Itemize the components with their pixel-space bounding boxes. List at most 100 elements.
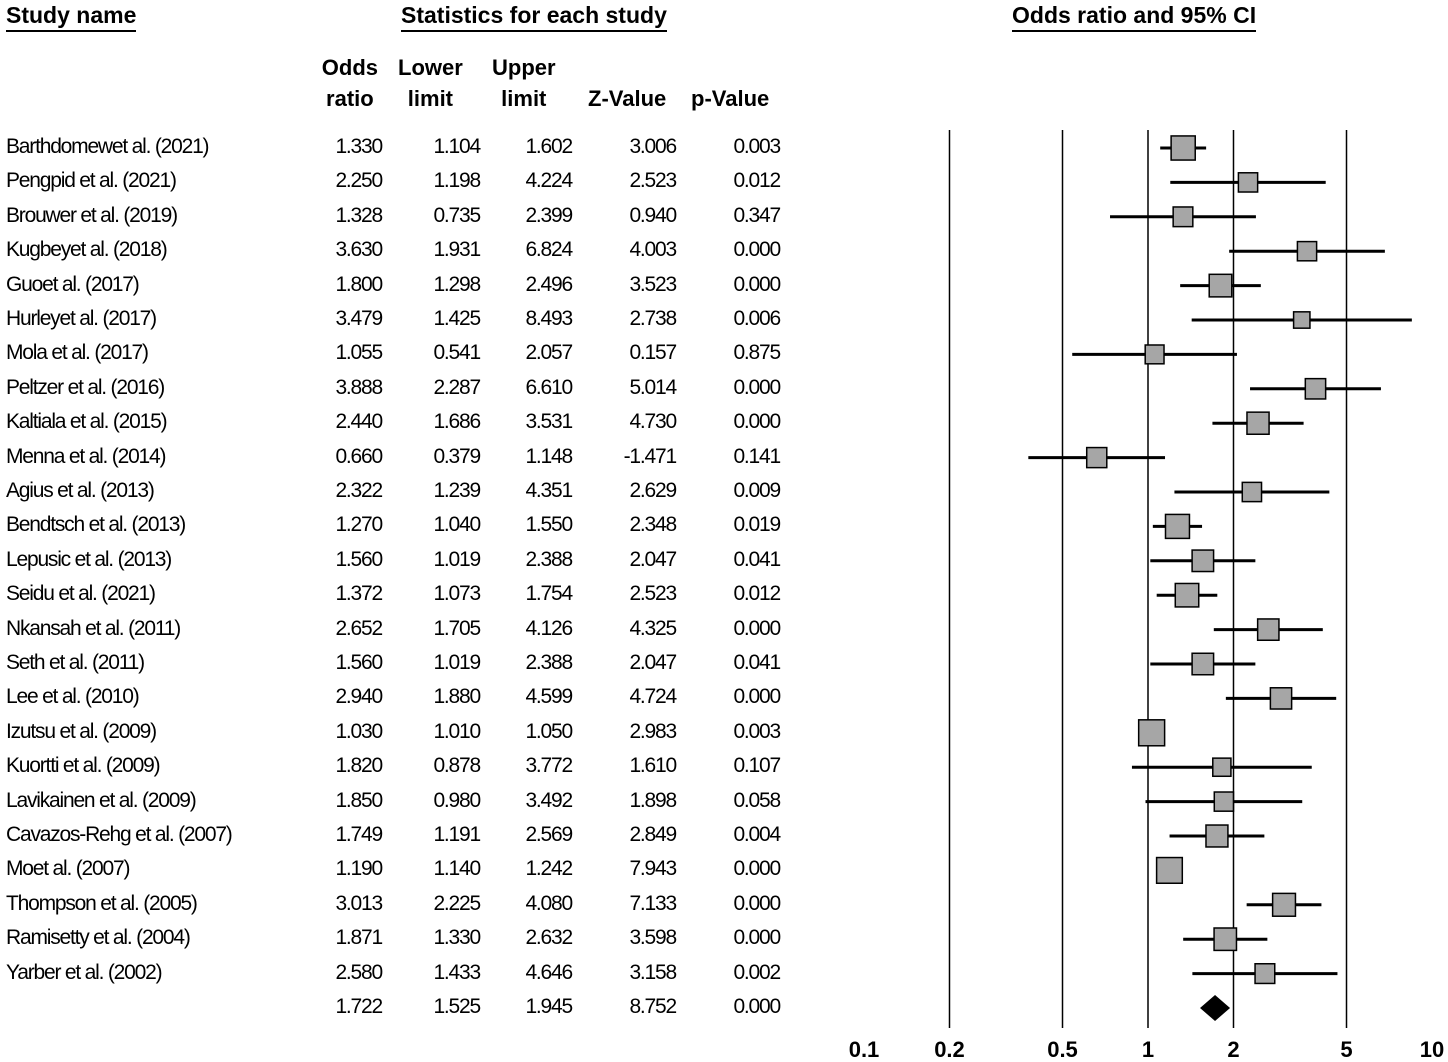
col-header-p-value: p-Value <box>691 86 770 111</box>
point-estimate-square <box>1213 791 1235 812</box>
table-row: Peltzer et al. (2016) 3.888 2.287 6.610 5.01… <box>0 372 800 406</box>
z-value-cell: 7.943 <box>629 857 677 881</box>
point-estimate-square <box>1237 172 1259 193</box>
table-row: Menna et al. (2014) 0.660 0.379 1.148 -1.471… <box>0 441 800 475</box>
p-value-cell: 0.000 <box>733 410 781 434</box>
odds-ratio-cell: 3.630 <box>335 238 383 262</box>
odds-ratio-cell: 1.820 <box>335 754 383 778</box>
upper-limit-cell: 4.599 <box>525 685 573 709</box>
odds-ratio-cell: 2.322 <box>335 479 383 502</box>
upper-limit-cell: 2.632 <box>525 926 573 950</box>
upper-limit-cell: 2.399 <box>525 203 573 227</box>
x-tick-label: 10 <box>1420 1037 1444 1062</box>
z-value-cell: 5.014 <box>629 375 677 399</box>
table-row: Moet al. (2007) 1.190 1.140 1.242 7.943 0.000 <box>0 853 800 887</box>
table-row: Cavazos-Rehg et al. (2007) 1.749 1.191 2.56… <box>0 819 800 853</box>
table-row: Kuortti et al. (2009) 1.820 0.878 3.772 1.61… <box>0 750 800 784</box>
lower-limit-cell: 1.019 <box>433 651 481 674</box>
study-name-cell: Yarber et al. (2002) <box>6 960 163 984</box>
study-name-cell: Izutsu et al. (2009) <box>6 719 157 743</box>
lower-limit-cell: 1.073 <box>433 582 481 606</box>
p-value-cell: 0.012 <box>733 169 781 193</box>
lower-limit-cell: 1.140 <box>433 857 481 881</box>
upper-limit-cell: 6.610 <box>525 375 573 399</box>
p-value-cell: 0.006 <box>733 307 781 330</box>
z-value-cell: 3.523 <box>629 272 677 296</box>
study-name-cell: Moet al. (2007) <box>6 857 130 881</box>
upper-limit-cell: 3.772 <box>525 754 573 778</box>
table-row: Ramisetty et al. (2004) 1.871 1.330 2.632 3.… <box>0 922 800 956</box>
p-value-cell: 0.000 <box>733 685 781 709</box>
table-row: Izutsu et al. (2009) 1.030 1.010 1.050 2.983… <box>0 716 800 750</box>
table-row: Yarber et al. (2002) 2.580 1.433 4.646 3.158… <box>0 957 800 991</box>
p-value-cell: 0.000 <box>733 857 781 881</box>
z-value-cell: 1.898 <box>629 788 677 812</box>
point-estimate-square <box>1172 206 1194 228</box>
lower-limit-cell: 1.880 <box>433 685 481 709</box>
point-estimate-square <box>1304 377 1327 400</box>
col-header-lower-limit: Lower limit <box>398 55 463 111</box>
upper-limit-cell: 3.531 <box>525 410 573 434</box>
study-name-cell: Guoet al. (2017) <box>6 272 140 296</box>
lower-limit-cell: 1.198 <box>433 169 481 193</box>
x-tick-label: 0.1 <box>849 1037 880 1062</box>
odds-ratio-cell: 1.722 <box>335 995 383 1018</box>
p-value-cell: 0.002 <box>733 960 781 984</box>
study-name-cell: Kugbeyet al. (2018) <box>6 238 168 262</box>
z-value-cell: 4.325 <box>629 616 677 640</box>
p-value-cell: 0.000 <box>733 926 781 950</box>
upper-limit-cell: 1.550 <box>525 513 573 537</box>
upper-limit-cell: 2.388 <box>525 651 573 674</box>
table-row: Kaltiala et al. (2015) 2.440 1.686 3.531 4.7… <box>0 406 800 440</box>
study-name-cell: Seth et al. (2011) <box>6 651 145 674</box>
lower-limit-cell: 1.525 <box>433 995 481 1018</box>
table-row: Lepusic et al. (2013) 1.560 1.019 2.388 2.04… <box>0 544 800 578</box>
x-tick-label: 0.2 <box>934 1037 965 1062</box>
odds-ratio-cell: 1.871 <box>335 926 383 950</box>
col-header-odds-ratio: Odds ratio <box>321 55 378 111</box>
z-value-cell: 2.849 <box>629 823 677 846</box>
lower-limit-cell: 1.298 <box>433 272 481 296</box>
lower-limit-cell: 1.040 <box>433 513 481 537</box>
z-value-cell: 2.523 <box>629 582 677 606</box>
study-name-cell: Barthdomewet al. (2021) <box>6 135 210 158</box>
study-name-cell: Mola et al. (2017) <box>6 341 149 365</box>
upper-limit-cell: 3.492 <box>525 788 573 812</box>
study-name-cell: Ramisetty et al. (2004) <box>6 926 191 950</box>
odds-ratio-cell: 1.749 <box>335 823 383 846</box>
table-row: Brouwer et al. (2019) 1.328 0.735 2.399 0.94… <box>0 200 800 234</box>
odds-ratio-ci-header: Odds ratio and 95% CI <box>1012 2 1257 32</box>
odds-ratio-cell: 1.190 <box>335 857 383 881</box>
p-value-cell: 0.003 <box>733 719 781 743</box>
z-value-cell: 2.523 <box>629 169 677 193</box>
lower-limit-cell: 1.239 <box>433 479 481 502</box>
upper-limit-cell: 2.057 <box>525 341 573 365</box>
study-name-cell: Peltzer et al. (2016) <box>6 375 165 399</box>
lower-limit-cell: 1.433 <box>433 960 481 984</box>
col-header-upper-limit: Upper limit <box>492 55 556 111</box>
z-value-cell: 2.738 <box>629 307 677 330</box>
lower-limit-cell: 1.019 <box>433 547 481 571</box>
p-value-cell: 0.000 <box>733 272 781 296</box>
odds-ratio-cell: 0.660 <box>335 444 383 468</box>
point-estimate-square <box>1212 757 1232 778</box>
study-name-cell: Pengpid et al. (2021) <box>6 169 177 193</box>
point-estimate-square <box>1155 856 1184 884</box>
lower-limit-cell: 0.735 <box>433 203 481 227</box>
lower-limit-cell: 0.878 <box>433 754 481 778</box>
table-row: Lavikainen et al. (2009) 1.850 0.980 3.492 1… <box>0 785 800 819</box>
z-value-cell: 0.940 <box>629 203 677 227</box>
odds-ratio-cell: 1.850 <box>335 788 383 812</box>
study-name-cell: Kuortti et al. (2009) <box>6 754 161 778</box>
table-row: Guoet al. (2017) 1.800 1.298 2.496 3.523 0.00… <box>0 269 800 303</box>
z-value-cell: 4.003 <box>629 238 677 262</box>
odds-ratio-cell: 3.888 <box>335 375 383 399</box>
table-row: Kugbeyet al. (2018) 3.630 1.931 6.824 4.003 0… <box>0 234 800 268</box>
point-estimate-square <box>1271 892 1297 917</box>
x-tick-label: 2 <box>1227 1037 1239 1062</box>
upper-limit-cell: 1.242 <box>525 857 573 881</box>
lower-limit-cell: 2.225 <box>433 891 481 915</box>
point-estimate-square <box>1254 963 1276 985</box>
z-value-cell: 4.724 <box>629 685 677 709</box>
lower-limit-cell: 1.191 <box>433 823 481 846</box>
